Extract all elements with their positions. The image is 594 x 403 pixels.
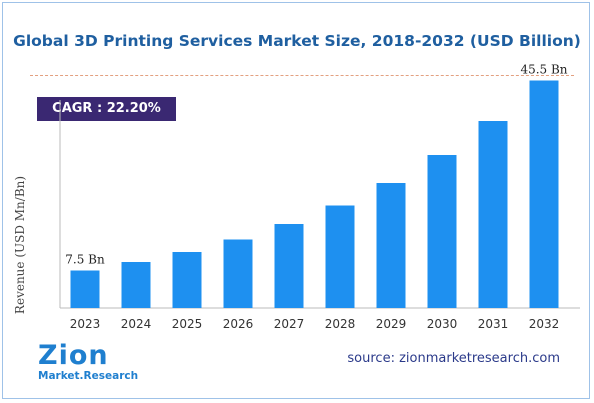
bar-2026	[223, 239, 253, 308]
title-divider	[30, 75, 574, 76]
source-credit: source: zionmarketresearch.com	[347, 351, 560, 366]
bar-2032	[529, 80, 559, 308]
bar-2028	[325, 205, 355, 308]
x-tick-label: 2028	[325, 317, 356, 331]
data-label: 45.5 Bn	[520, 63, 567, 77]
bar-2025	[172, 252, 202, 308]
x-tick-label: 2027	[274, 317, 305, 331]
logo-subtext: Market.Research	[38, 370, 139, 382]
bar-2030	[427, 155, 457, 308]
bar-2023	[70, 270, 100, 308]
bar-2031	[478, 121, 508, 308]
zion-logo: Zion Market.Research	[38, 340, 139, 382]
x-tick-label: 2024	[121, 317, 152, 331]
x-tick-label: 2025	[172, 317, 203, 331]
bar-2027	[274, 224, 304, 308]
logo-wordmark: Zion	[38, 340, 109, 371]
chart-title: Global 3D Printing Services Market Size,…	[13, 32, 581, 50]
x-tick-label: 2030	[427, 317, 458, 331]
x-tick-label: 2031	[478, 317, 509, 331]
bar-2024	[121, 262, 151, 308]
x-tick-label: 2026	[223, 317, 254, 331]
bar-2029	[376, 183, 406, 308]
x-tick-label: 2023	[70, 317, 101, 331]
data-label: 7.5 Bn	[65, 253, 105, 267]
x-tick-label: 2029	[376, 317, 407, 331]
x-tick-label: 2032	[529, 317, 560, 331]
